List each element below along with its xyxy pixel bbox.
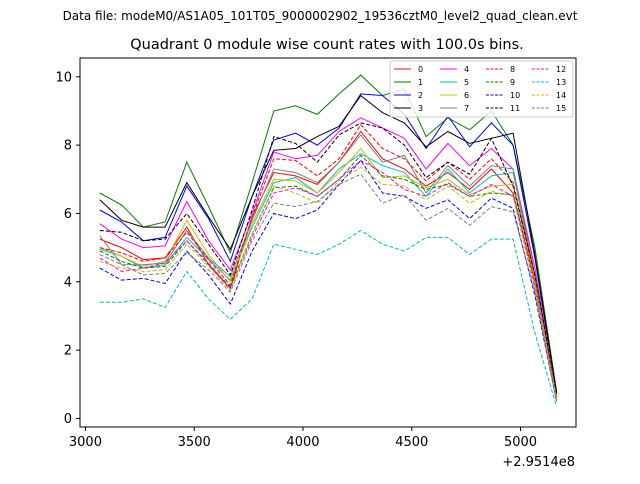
- x-tick-label: 4500: [395, 435, 428, 450]
- y-tick-label: 4: [64, 275, 72, 290]
- axes-frame: [79, 57, 577, 428]
- series-line-2: [99, 93, 558, 395]
- series-line-7: [99, 134, 558, 397]
- x-tick-label: 4000: [286, 435, 319, 450]
- legend-label-1: 1: [418, 78, 423, 87]
- y-tick-label: 0: [64, 412, 72, 427]
- series-line-12: [99, 159, 558, 400]
- legend-label-4: 4: [464, 65, 469, 74]
- y-tick-label: 10: [55, 70, 72, 85]
- series-line-4: [99, 117, 558, 395]
- series-line-6: [99, 147, 558, 399]
- legend-label-3: 3: [418, 104, 423, 113]
- legend-label-7: 7: [464, 104, 469, 113]
- legend-label-13: 13: [556, 78, 566, 87]
- x-tick-label: 3000: [69, 435, 102, 450]
- legend-label-0: 0: [418, 65, 423, 74]
- legend-label-5: 5: [464, 78, 469, 87]
- legend-box: [389, 60, 574, 118]
- series-line-8: [99, 123, 558, 395]
- legend-label-8: 8: [510, 65, 515, 74]
- legend-label-6: 6: [464, 91, 469, 100]
- legend-label-12: 12: [556, 65, 566, 74]
- legend-label-9: 9: [510, 78, 515, 87]
- legend-label-15: 15: [556, 104, 566, 113]
- series-line-0: [99, 130, 558, 395]
- plot-content: [99, 74, 558, 407]
- axis-ticks: 3000 3500 4000 4500 5000 0 2 4 6 8 10: [55, 70, 537, 450]
- series-line-3: [99, 94, 558, 393]
- x-offset-label: +2.9514e8: [502, 455, 575, 470]
- chart-title: Quadrant 0 module wise count rates with …: [130, 37, 524, 53]
- series-line-13: [99, 229, 558, 407]
- y-tick-label: 2: [64, 344, 72, 359]
- y-tick-label: 6: [64, 207, 72, 222]
- legend-label-14: 14: [556, 91, 566, 100]
- x-tick-label: 3500: [178, 435, 211, 450]
- x-tick-label: 5000: [504, 435, 537, 450]
- legend-label-10: 10: [510, 91, 520, 100]
- series-line-5: [99, 153, 558, 399]
- series-line-1: [99, 74, 558, 392]
- series-line-10: [99, 159, 558, 402]
- suptitle: Data file: modeM0/AS1A05_101T05_90000029…: [63, 9, 578, 23]
- legend-label-11: 11: [510, 104, 520, 113]
- series-line-11: [99, 122, 558, 393]
- series-line-14: [99, 166, 558, 400]
- series-line-15: [99, 173, 558, 402]
- y-tick-label: 8: [64, 139, 72, 154]
- legend-label-2: 2: [418, 91, 423, 100]
